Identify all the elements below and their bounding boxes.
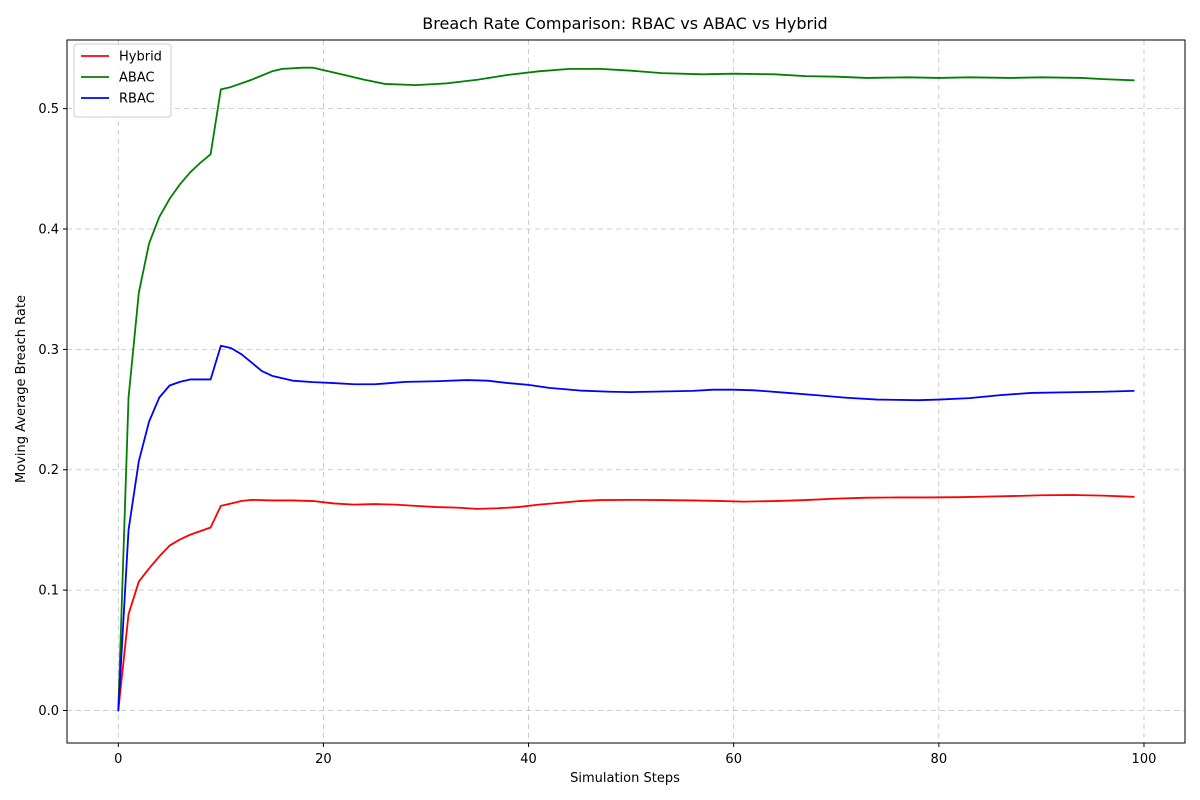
x-tick-label: 100 xyxy=(1132,752,1157,767)
x-tick-label: 60 xyxy=(725,752,742,767)
x-axis-label: Simulation Steps xyxy=(570,771,680,786)
y-tick-label: 0.2 xyxy=(38,463,59,478)
x-tick-label: 20 xyxy=(315,752,332,767)
x-tick-label: 0 xyxy=(114,752,122,767)
y-tick-label: 0.1 xyxy=(38,584,59,599)
y-tick-label: 0.3 xyxy=(38,343,59,358)
series-line-rbac xyxy=(117,344,1135,712)
y-axis-label: Moving Average Breach Rate xyxy=(14,295,29,483)
axis-ticks: 0 20 40 60 80 100 0.0 0.1 0.2 0.3 0.4 0.5 xyxy=(38,102,1156,767)
legend: Hybrid ABAC RBAC xyxy=(73,43,172,118)
series-line-hybrid xyxy=(117,494,1135,712)
x-tick-label: 80 xyxy=(931,752,948,767)
y-tick-label: 0.4 xyxy=(38,222,59,237)
legend-label-hybrid: Hybrid xyxy=(119,50,162,65)
x-tick-label: 40 xyxy=(520,752,537,767)
y-tick-label: 0.5 xyxy=(38,102,59,117)
grid-lines xyxy=(67,40,1185,743)
legend-label-abac: ABAC xyxy=(119,71,155,86)
legend-label-rbac: RBAC xyxy=(119,92,155,107)
plot-area-frame xyxy=(66,39,1186,744)
y-tick-label: 0.0 xyxy=(38,704,59,719)
series-line-abac xyxy=(117,66,1135,712)
series-lines xyxy=(117,66,1135,712)
chart-title: Breach Rate Comparison: RBAC vs ABAC vs … xyxy=(422,14,827,33)
